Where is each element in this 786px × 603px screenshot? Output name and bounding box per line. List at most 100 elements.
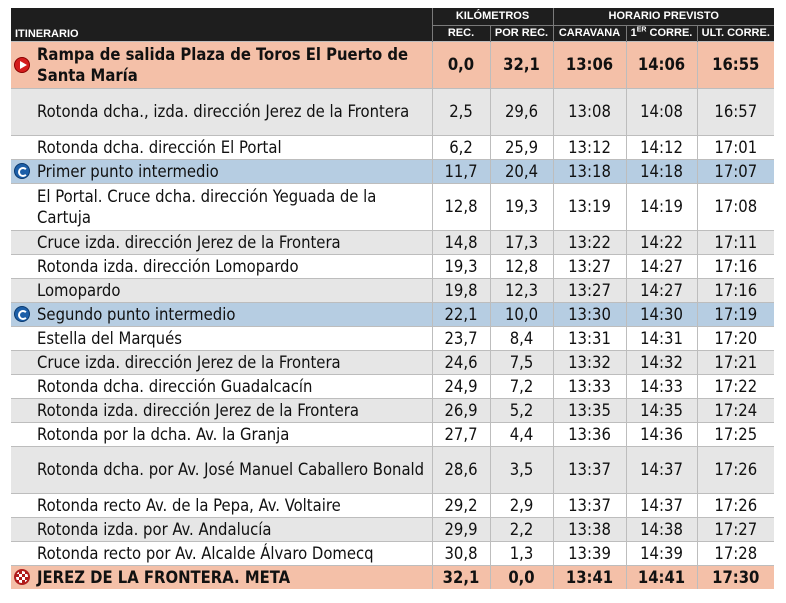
cell-ultimo-corredor: 17:26: [696, 492, 775, 517]
cell-itinerario: Estella del Marqués: [11, 325, 432, 350]
cell-por-rec: 2,9: [489, 492, 553, 517]
cell-por-rec: 12,3: [489, 277, 553, 302]
cell-primer-corredor: 14:33: [625, 373, 697, 398]
play-circle-icon: [14, 56, 30, 73]
cell-primer-corredor: 14:06: [625, 40, 697, 88]
cell-primer-corredor: 14:36: [625, 421, 697, 446]
cell-rec: 27,7: [431, 421, 490, 446]
cell-itinerario: Rotonda dcha. dirección Guadalcacín: [11, 373, 432, 398]
table-row: Cruce izda. dirección Jerez de la Fronte…: [11, 229, 775, 254]
cell-caravana: 13:27: [552, 277, 626, 302]
table-row-intermediate: Segundo punto intermedio 22,1 10,0 13:30…: [11, 301, 775, 326]
header-kilometros: KILÓMETROS: [431, 8, 553, 26]
cell-caravana: 13:30: [552, 301, 626, 326]
cell-rec: 19,3: [431, 253, 490, 278]
header-itinerario: ITINERARIO: [11, 8, 432, 41]
cell-por-rec: 29,6: [489, 87, 553, 135]
cell-rec: 22,1: [431, 301, 490, 326]
table-row-start: Rampa de salida Plaza de Toros El Puerto…: [11, 40, 775, 88]
cell-caravana: 13:18: [552, 158, 626, 183]
cell-itinerario: Cruce izda. dirección Jerez de la Fronte…: [11, 349, 432, 374]
cell-ultimo-corredor: 17:16: [696, 277, 775, 302]
cell-por-rec: 7,2: [489, 373, 553, 398]
cell-itinerario: Segundo punto intermedio: [11, 301, 432, 326]
cell-primer-corredor: 14:41: [625, 564, 697, 589]
cell-primer-corredor: 14:37: [625, 445, 697, 493]
cell-por-rec: 17,3: [489, 229, 553, 254]
cell-ultimo-corredor: 17:27: [696, 516, 775, 541]
cell-itinerario: Rotonda izda. por Av. Andalucía: [11, 516, 432, 541]
cell-itinerario: Rotonda dcha. dirección El Portal: [11, 134, 432, 159]
checkered-flag-icon: [14, 568, 30, 585]
cell-caravana: 13:32: [552, 349, 626, 374]
cell-ultimo-corredor: 17:24: [696, 397, 775, 422]
cell-itinerario: Primer punto intermedio: [11, 158, 432, 183]
cell-ultimo-corredor: 17:26: [696, 445, 775, 493]
table-row: El Portal. Cruce dcha. dirección Yeguada…: [11, 182, 775, 230]
cell-ultimo-corredor: 16:55: [696, 40, 775, 88]
cell-por-rec: 8,4: [489, 325, 553, 350]
row-name: Segundo punto intermedio: [37, 304, 236, 324]
cell-por-rec: 25,9: [489, 134, 553, 159]
table-row: Rotonda dcha., izda. dirección Jerez de …: [11, 87, 775, 135]
cell-ultimo-corredor: 17:08: [696, 182, 775, 230]
cell-itinerario: Lomopardo: [11, 277, 432, 302]
cell-primer-corredor: 14:39: [625, 540, 697, 565]
cell-caravana: 13:35: [552, 397, 626, 422]
cell-caravana: 13:39: [552, 540, 626, 565]
table-row: Estella del Marqués 23,7 8,4 13:31 14:31…: [11, 325, 775, 350]
cell-ultimo-corredor: 17:16: [696, 253, 775, 278]
cell-por-rec: 19,3: [489, 182, 553, 230]
cell-caravana: 13:06: [552, 40, 626, 88]
cell-caravana: 13:37: [552, 492, 626, 517]
table-row-intermediate: Primer punto intermedio 11,7 20,4 13:18 …: [11, 158, 775, 183]
cell-ultimo-corredor: 17:28: [696, 540, 775, 565]
cell-caravana: 13:08: [552, 87, 626, 135]
cell-primer-corredor: 14:32: [625, 349, 697, 374]
cell-caravana: 13:12: [552, 134, 626, 159]
cell-rec: 11,7: [431, 158, 490, 183]
cell-itinerario: Rotonda dcha. por Av. José Manuel Caball…: [11, 445, 432, 493]
cell-rec: 29,2: [431, 492, 490, 517]
cell-primer-corredor: 14:27: [625, 277, 697, 302]
cell-caravana: 13:19: [552, 182, 626, 230]
cell-caravana: 13:22: [552, 229, 626, 254]
table-row: Rotonda izda. dirección Jerez de la Fron…: [11, 397, 775, 422]
cell-primer-corredor: 14:12: [625, 134, 697, 159]
cell-rec: 23,7: [431, 325, 490, 350]
table-row: Rotonda dcha. dirección Guadalcacín 24,9…: [11, 373, 775, 398]
cell-caravana: 13:41: [552, 564, 626, 589]
cell-ultimo-corredor: 17:01: [696, 134, 775, 159]
cell-por-rec: 3,5: [489, 445, 553, 493]
table-row: Lomopardo 19,8 12,3 13:27 14:27 17:16: [11, 277, 775, 302]
cell-ultimo-corredor: 17:25: [696, 421, 775, 446]
table-row: Rotonda izda. dirección Lomopardo 19,3 1…: [11, 253, 775, 278]
cell-rec: 26,9: [431, 397, 490, 422]
cell-primer-corredor: 14:22: [625, 229, 697, 254]
cell-itinerario: Rotonda izda. dirección Jerez de la Fron…: [11, 397, 432, 422]
cell-caravana: 13:37: [552, 445, 626, 493]
cell-primer-corredor: 14:08: [625, 87, 697, 135]
cell-primer-corredor: 14:18: [625, 158, 697, 183]
table-row: Rotonda dcha. por Av. José Manuel Caball…: [11, 445, 775, 493]
cell-itinerario: Rotonda por la dcha. Av. la Granja: [11, 421, 432, 446]
cell-caravana: 13:38: [552, 516, 626, 541]
table-row: Cruce izda. dirección Jerez de la Fronte…: [11, 349, 775, 374]
cell-rec: 30,8: [431, 540, 490, 565]
cell-rec: 19,8: [431, 277, 490, 302]
header-por-rec: POR REC.: [489, 25, 553, 41]
itinerary-table-container: ITINERARIO KILÓMETROS HORARIO PREVISTO R…: [11, 8, 775, 589]
cell-ultimo-corredor: 17:20: [696, 325, 775, 350]
cell-por-rec: 2,2: [489, 516, 553, 541]
cell-itinerario: Rotonda recto Av. de la Pepa, Av. Voltai…: [11, 492, 432, 517]
cell-itinerario: Rotonda izda. dirección Lomopardo: [11, 253, 432, 278]
cell-itinerario: Rotonda recto por Av. Alcalde Álvaro Dom…: [11, 540, 432, 565]
cell-por-rec: 32,1: [489, 40, 553, 88]
cell-por-rec: 20,4: [489, 158, 553, 183]
cell-ultimo-corredor: 17:07: [696, 158, 775, 183]
cell-rec: 12,8: [431, 182, 490, 230]
header-primer-corredor: 1ER CORRE.: [625, 25, 697, 41]
cell-rec: 29,9: [431, 516, 490, 541]
table-row: Rotonda dcha. dirección El Portal 6,2 25…: [11, 134, 775, 159]
cell-itinerario: El Portal. Cruce dcha. dirección Yeguada…: [11, 182, 432, 230]
